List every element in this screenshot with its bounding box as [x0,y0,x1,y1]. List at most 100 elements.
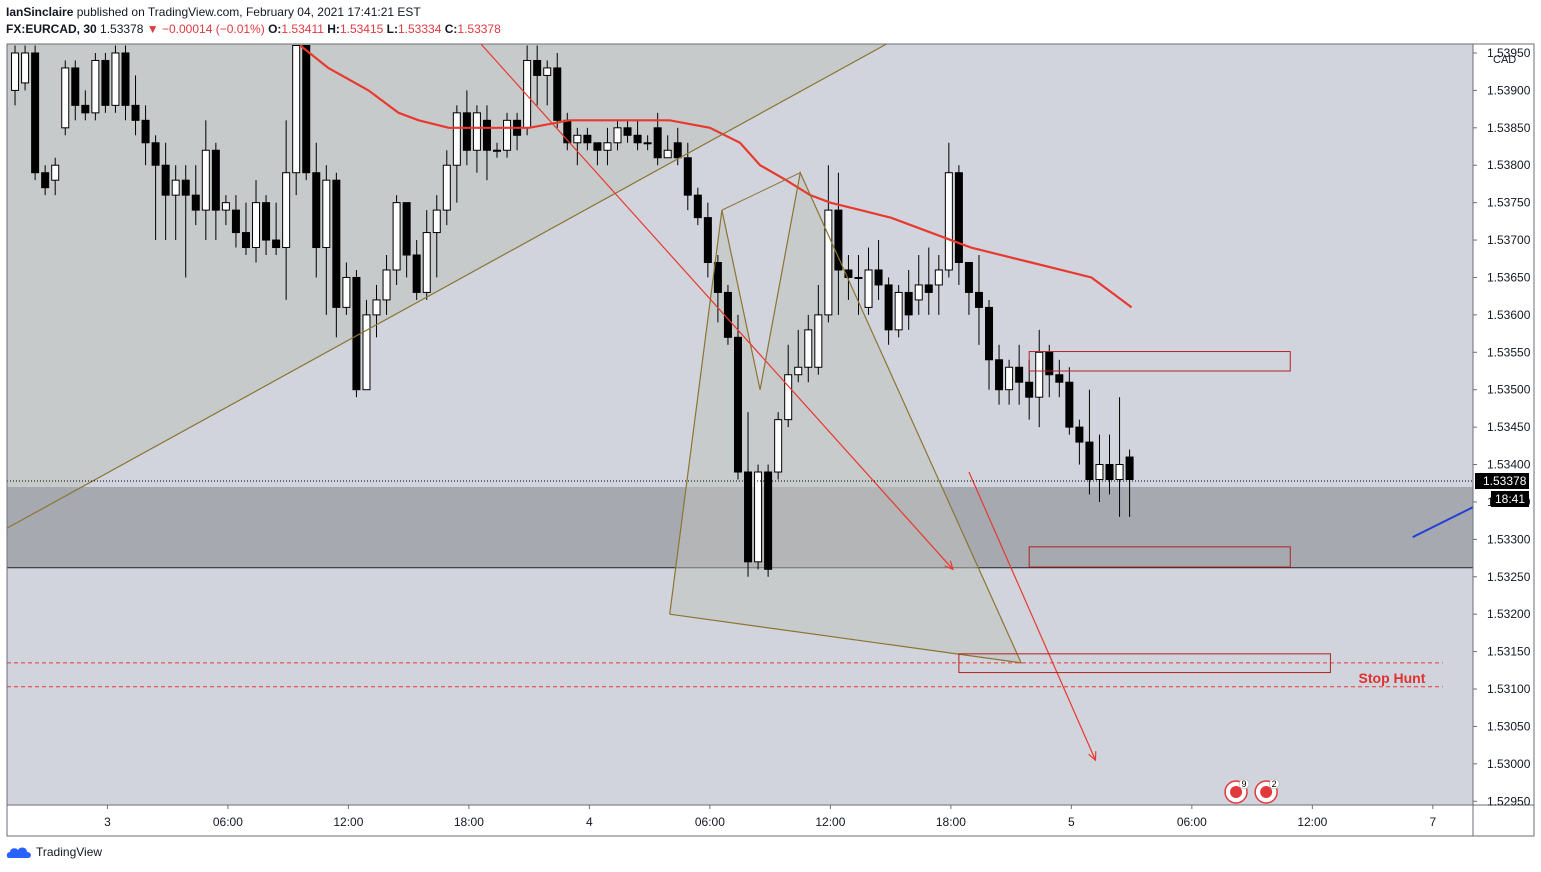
candle[interactable] [312,142,321,278]
candle[interactable] [241,202,250,256]
candle[interactable] [81,90,90,121]
candle[interactable] [854,255,863,315]
candle[interactable] [623,120,632,143]
candle[interactable] [442,150,451,226]
candle[interactable] [342,262,351,315]
candle[interactable] [864,247,873,315]
candle[interactable] [111,45,120,113]
candle[interactable] [774,412,783,480]
candle[interactable] [964,261,973,315]
candle[interactable] [272,202,281,256]
candle[interactable] [1105,434,1114,495]
candle[interactable] [402,202,411,278]
candle[interactable] [723,284,732,345]
candle[interactable] [593,142,602,166]
candle[interactable] [292,44,301,196]
candle[interactable] [11,45,20,106]
candle[interactable] [252,180,261,263]
candle[interactable] [352,269,361,398]
candle[interactable] [141,105,150,166]
candle[interactable] [91,52,100,121]
candle[interactable] [1095,434,1104,502]
candle[interactable] [101,52,110,113]
candle[interactable] [432,195,441,278]
candle[interactable] [171,165,180,241]
candle[interactable] [944,142,953,278]
candle[interactable] [372,284,381,338]
candle[interactable] [543,60,552,106]
candle[interactable] [744,412,753,577]
candle[interactable] [985,299,994,390]
candle[interactable] [282,120,291,300]
footer-brand[interactable]: TradingView [6,845,102,859]
candle[interactable] [1075,419,1084,465]
candle[interactable] [643,135,652,151]
candle[interactable] [221,195,230,226]
candle[interactable] [934,255,943,315]
candle[interactable] [1115,397,1124,517]
candle[interactable] [452,105,461,203]
candle[interactable] [924,247,933,315]
candle[interactable] [262,195,271,256]
candle[interactable] [472,105,481,173]
candle[interactable] [121,45,130,121]
candle[interactable] [914,255,923,315]
candle[interactable] [693,187,702,226]
candle[interactable] [1065,367,1074,435]
candle[interactable] [633,120,642,151]
candle[interactable] [834,172,843,315]
candle[interactable] [794,329,803,383]
candle[interactable] [974,255,983,345]
candle[interactable] [71,60,80,121]
economic-event-flag-icon[interactable]: 2 [1254,778,1280,804]
candle[interactable] [583,127,592,151]
candle[interactable] [1085,389,1094,495]
candle[interactable] [703,202,712,278]
candle[interactable] [764,464,773,577]
candle[interactable] [603,127,612,166]
candle[interactable] [151,135,160,241]
candle[interactable] [814,284,823,375]
candle[interactable] [412,240,421,300]
candle[interactable] [613,120,622,151]
candle[interactable] [31,45,40,181]
candle[interactable] [211,142,220,241]
candle[interactable] [1125,449,1134,517]
candle[interactable] [181,165,190,278]
candle[interactable] [503,112,512,158]
candle[interactable] [51,157,60,196]
candle[interactable] [733,314,742,480]
candle[interactable] [482,105,491,181]
candle[interactable] [553,52,562,128]
candle[interactable] [362,299,371,391]
candle[interactable] [904,269,913,330]
candle[interactable] [844,255,853,300]
candle[interactable] [41,165,50,196]
candle[interactable] [131,75,140,136]
candle[interactable] [874,240,883,300]
candle[interactable] [61,60,70,136]
candle[interactable] [422,210,431,300]
candle[interactable] [1035,329,1044,428]
candle[interactable] [21,45,30,91]
candle[interactable] [573,127,582,166]
candle[interactable] [493,142,502,158]
economic-event-flag-icon[interactable]: 9 [1224,778,1250,804]
candle[interactable] [161,142,170,241]
candle[interactable] [663,135,672,159]
candle[interactable] [754,464,763,570]
candle[interactable] [1005,359,1014,405]
candle[interactable] [995,344,1004,405]
author-name[interactable]: IanSinclaire [6,5,74,19]
candle[interactable] [824,165,833,323]
candle[interactable] [804,314,813,383]
candle[interactable] [231,195,240,248]
candle[interactable] [392,195,401,285]
candle[interactable] [954,165,963,285]
candle[interactable] [533,45,542,106]
candle[interactable] [302,44,311,181]
candle[interactable] [1015,344,1024,405]
candle[interactable] [884,277,893,345]
candle[interactable] [894,284,903,338]
